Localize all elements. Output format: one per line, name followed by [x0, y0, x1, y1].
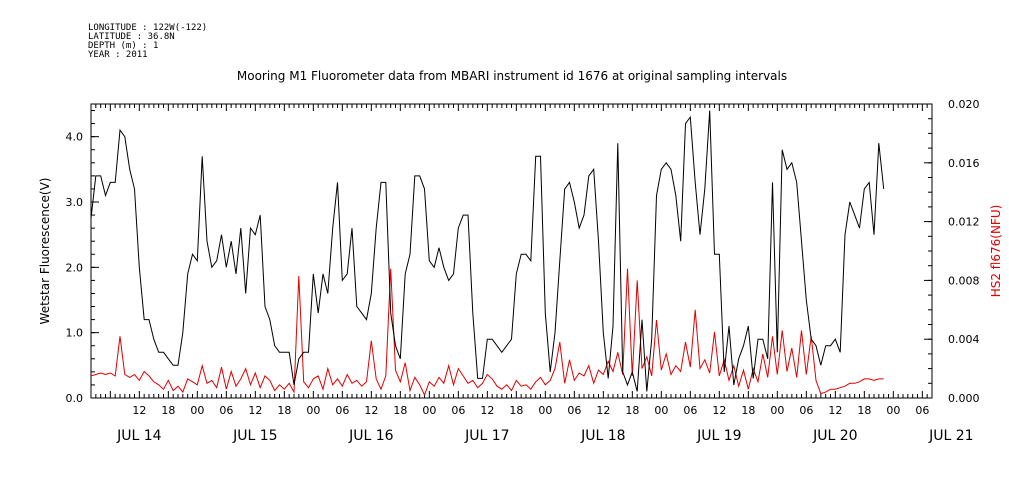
hour-label: 12: [828, 404, 842, 417]
hour-label: 00: [306, 404, 320, 417]
left-tick-label: 3.0: [66, 196, 84, 209]
right-tick-label: 0.004: [948, 333, 980, 346]
hour-label: 12: [132, 404, 146, 417]
hour-label: 12: [480, 404, 494, 417]
day-label: JUL 15: [232, 428, 277, 444]
right-tick-label: 0.012: [948, 216, 980, 229]
series-layer: [90, 110, 885, 397]
hour-label: 18: [625, 404, 639, 417]
hour-label: 18: [857, 404, 871, 417]
right-tick-label: 0.016: [948, 157, 980, 170]
hour-label: 12: [248, 404, 262, 417]
right-tick-label: 0.020: [948, 98, 980, 111]
day-label: JUL 17: [464, 428, 509, 444]
hour-label: 00: [422, 404, 436, 417]
hour-label: 06: [451, 404, 465, 417]
hour-label: 18: [161, 404, 175, 417]
hour-label: 06: [335, 404, 349, 417]
day-label: JUL 21: [928, 428, 973, 444]
hour-label: 18: [277, 404, 291, 417]
left-tick-label: 0.0: [66, 392, 84, 405]
hour-label: 06: [799, 404, 813, 417]
x-axis-ticks: 12 18 00 06 12 18 00 06 12 18 00 06 12 18 00 06 12 18 00 06…: [90, 104, 974, 444]
chart-title: Mooring M1 Fluorometer data from MBARI i…: [237, 69, 787, 83]
wetstar-fluorescence-line: [90, 110, 885, 392]
day-label: JUL 14: [116, 428, 162, 444]
left-tick-label: 4.0: [66, 131, 84, 144]
left-tick-label: 2.0: [66, 261, 84, 274]
day-label: JUL 19: [696, 428, 741, 444]
left-tick-label: 1.0: [66, 327, 84, 340]
hour-label: 12: [712, 404, 726, 417]
hour-label: 00: [538, 404, 552, 417]
day-label: JUL 16: [348, 428, 394, 444]
plot-frame: [90, 103, 933, 399]
hour-label: 12: [596, 404, 610, 417]
hour-label: 00: [654, 404, 668, 417]
header-longitude: LONGITUDE : 122W(-122): [88, 23, 207, 33]
hour-label: 18: [741, 404, 755, 417]
day-label: JUL 20: [812, 428, 857, 444]
hour-label: 00: [770, 404, 784, 417]
right-axis-label: HS2 fl676(NFU): [989, 205, 1003, 298]
hour-label: 00: [190, 404, 204, 417]
hour-label: 12: [364, 404, 378, 417]
hour-label: 06: [567, 404, 581, 417]
left-axis-label: Wetstar Fluorescence(V): [38, 178, 52, 325]
left-axis-ticks: 0.0 1.0 2.0 3.0 4.0: [66, 110, 99, 405]
metadata-header: LONGITUDE : 122W(-122) LATITUDE : 36.8N …: [88, 23, 207, 60]
hour-label: 06: [219, 404, 233, 417]
header-depth: DEPTH (m) : 1: [88, 41, 158, 51]
header-year: YEAR : 2011: [88, 50, 148, 60]
hs2-fl676-line: [90, 268, 884, 397]
hour-label: 06: [915, 404, 929, 417]
right-tick-label: 0.008: [948, 274, 980, 287]
hour-label: 18: [509, 404, 523, 417]
header-latitude: LATITUDE : 36.8N: [88, 32, 175, 42]
right-axis-ticks: 0.000 0.004 0.008 0.012 0.016 0.020: [924, 98, 980, 405]
right-tick-label: 0.000: [948, 392, 980, 405]
hour-label: 18: [393, 404, 407, 417]
hour-label: 00: [886, 404, 900, 417]
day-label: JUL 18: [580, 428, 625, 444]
hour-label: 06: [683, 404, 697, 417]
